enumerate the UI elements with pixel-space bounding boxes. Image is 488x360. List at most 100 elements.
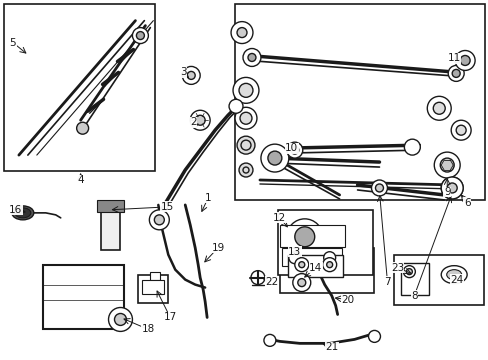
Circle shape (132, 28, 148, 44)
Text: 22: 22 (264, 276, 278, 287)
Text: 5: 5 (10, 37, 16, 48)
Text: 18: 18 (142, 324, 155, 334)
Bar (401, 263, 428, 294)
Circle shape (323, 252, 335, 264)
Bar (281, 248, 341, 266)
Text: 3: 3 (180, 67, 186, 77)
Circle shape (233, 77, 259, 103)
Text: 23: 23 (390, 263, 403, 273)
Circle shape (237, 136, 254, 154)
Circle shape (261, 144, 288, 172)
Circle shape (297, 279, 305, 287)
Text: 15: 15 (161, 202, 174, 212)
Circle shape (294, 258, 308, 272)
Bar (150, 272, 160, 280)
Text: 1: 1 (204, 193, 211, 203)
Circle shape (439, 158, 453, 172)
Circle shape (250, 271, 264, 285)
Bar (279, 248, 374, 293)
Circle shape (237, 28, 246, 37)
Circle shape (190, 110, 210, 130)
Circle shape (108, 307, 132, 332)
Text: 2: 2 (189, 117, 196, 127)
Circle shape (288, 252, 300, 264)
Circle shape (154, 215, 164, 225)
Circle shape (454, 50, 474, 71)
Circle shape (294, 227, 314, 247)
Circle shape (403, 266, 414, 278)
Circle shape (243, 49, 261, 67)
Bar (96, 200, 124, 212)
Text: 19: 19 (211, 243, 224, 253)
Text: 14: 14 (308, 263, 322, 273)
Circle shape (136, 32, 144, 40)
Circle shape (447, 183, 456, 193)
Circle shape (187, 71, 195, 80)
Circle shape (290, 146, 298, 154)
Circle shape (375, 184, 383, 192)
Circle shape (455, 125, 465, 135)
Bar (142, 280, 164, 293)
Circle shape (447, 183, 456, 193)
Bar (42, 265, 124, 329)
Circle shape (368, 330, 380, 342)
Circle shape (404, 139, 420, 155)
Circle shape (243, 167, 248, 173)
Bar (101, 205, 120, 250)
Bar (394, 255, 483, 305)
Circle shape (182, 67, 200, 84)
Text: 4: 4 (77, 175, 84, 185)
Text: 20: 20 (340, 294, 353, 305)
Bar (277, 210, 372, 275)
Circle shape (298, 262, 304, 268)
Text: 7: 7 (384, 276, 390, 287)
Bar (235, 4, 484, 200)
Text: 16: 16 (9, 205, 22, 215)
Text: 13: 13 (287, 247, 301, 257)
Circle shape (267, 151, 281, 165)
Circle shape (440, 177, 462, 199)
Circle shape (322, 258, 336, 272)
Bar (4, 4, 155, 171)
Text: 9: 9 (443, 187, 449, 197)
Ellipse shape (12, 206, 34, 220)
Bar (138, 275, 168, 302)
Circle shape (326, 262, 332, 268)
Circle shape (239, 84, 252, 97)
Ellipse shape (440, 266, 466, 284)
Circle shape (459, 55, 469, 66)
Circle shape (228, 99, 243, 113)
Circle shape (427, 96, 450, 120)
Text: 24: 24 (449, 275, 463, 285)
Text: 6: 6 (463, 198, 469, 208)
Ellipse shape (15, 208, 31, 218)
Circle shape (77, 122, 88, 134)
Text: 17: 17 (163, 312, 177, 323)
Circle shape (241, 140, 250, 150)
Circle shape (433, 152, 459, 178)
Circle shape (114, 314, 126, 325)
Circle shape (235, 107, 256, 129)
Circle shape (440, 177, 462, 199)
Circle shape (149, 210, 169, 230)
Circle shape (447, 66, 463, 81)
Circle shape (450, 120, 470, 140)
Circle shape (240, 112, 251, 124)
Circle shape (406, 269, 411, 275)
Circle shape (239, 163, 252, 177)
Circle shape (247, 54, 255, 62)
Circle shape (286, 142, 302, 158)
Text: 11: 11 (447, 54, 460, 63)
Text: 8: 8 (410, 291, 417, 301)
Text: 10: 10 (285, 143, 298, 153)
Bar (279, 225, 344, 247)
Circle shape (230, 22, 252, 44)
Circle shape (292, 274, 310, 292)
Circle shape (432, 102, 444, 114)
Bar (287, 255, 342, 276)
Circle shape (264, 334, 275, 346)
Text: 12: 12 (273, 213, 286, 223)
Circle shape (451, 69, 459, 77)
Circle shape (195, 115, 205, 125)
Circle shape (286, 219, 322, 255)
